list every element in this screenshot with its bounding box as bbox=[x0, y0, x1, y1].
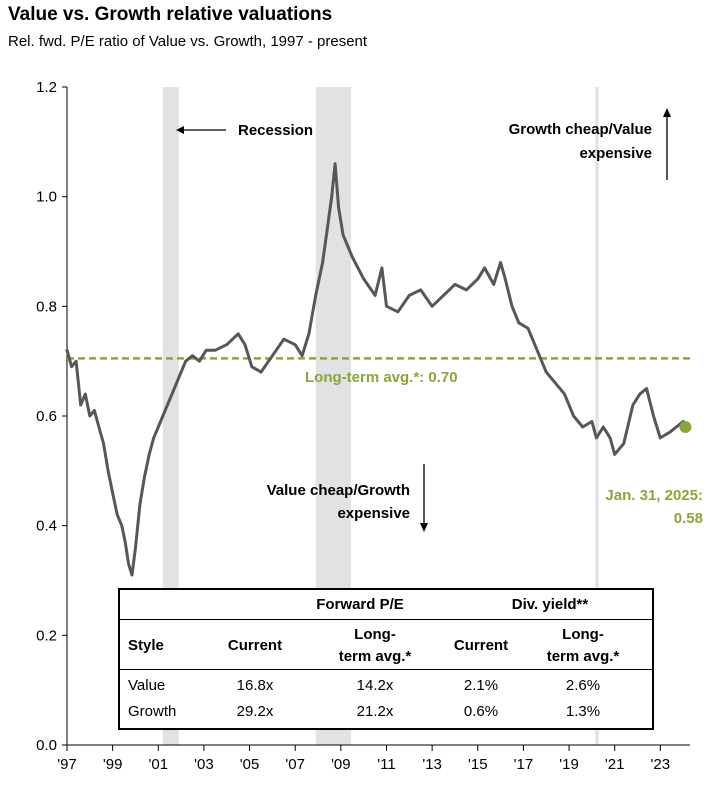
x-tick-label: '21 bbox=[605, 756, 625, 773]
table-row-value-style: Value bbox=[128, 677, 166, 694]
table-header-pe-avg-2: term avg.* bbox=[338, 648, 412, 665]
x-tick-label: '99 bbox=[103, 756, 123, 773]
table-row-growth-style: Growth bbox=[128, 703, 177, 720]
x-tick-label: '13 bbox=[422, 756, 442, 773]
table-row-growth-pe-avg: 21.2x bbox=[356, 703, 394, 720]
y-tick-label: 0.6 bbox=[36, 408, 57, 425]
current-value-label: 0.58 bbox=[674, 510, 703, 527]
value-cheap-label-2: expensive bbox=[337, 505, 410, 522]
table-row-growth-dy-current: 0.6% bbox=[463, 703, 499, 720]
series bbox=[65, 162, 692, 577]
table-header-dy-current: Current bbox=[453, 637, 509, 654]
x-tick-label: '97 bbox=[57, 756, 77, 773]
long-term-avg-label: Long-term avg.*: 0.70 bbox=[305, 369, 458, 386]
table-row-value-pe-current: 16.8x bbox=[236, 677, 274, 694]
x-tick-label: '17 bbox=[514, 756, 534, 773]
value-cheap-arrow-head bbox=[420, 523, 428, 532]
x-tick-label: '07 bbox=[285, 756, 305, 773]
table-group-forward-pe: Forward P/E bbox=[316, 596, 404, 613]
series-line-1 bbox=[65, 162, 685, 577]
recession-label: Recession bbox=[238, 122, 313, 139]
growth-cheap-label-2: expensive bbox=[579, 145, 652, 162]
table-header-dy-avg-2: term avg.* bbox=[546, 648, 620, 665]
x-tick-label: '19 bbox=[559, 756, 579, 773]
axes: 0.0 0.2 0.4 0.6 0.8 1.0 1.2 '97 '99 '01 '03 '05 '07 '… bbox=[36, 79, 690, 773]
recession-arrow-head bbox=[176, 126, 184, 134]
y-tick-label: 0.8 bbox=[36, 298, 57, 315]
table-header-style: Style bbox=[128, 637, 164, 654]
recession-band-3 bbox=[595, 87, 599, 745]
x-tick-label: '01 bbox=[149, 756, 169, 773]
y-tick-label: 1.0 bbox=[36, 189, 57, 206]
valuation-table: Forward P/E Div. yield** Style Current L… bbox=[118, 588, 654, 730]
chart-subtitle: Rel. fwd. P/E ratio of Value vs. Growth,… bbox=[8, 33, 368, 50]
table-rule-top bbox=[120, 619, 652, 620]
x-tick-label: '15 bbox=[468, 756, 488, 773]
value-cheap-label-1: Value cheap/Growth bbox=[267, 482, 410, 499]
current-date-label: Jan. 31, 2025: bbox=[605, 487, 703, 504]
recession-band-1 bbox=[162, 87, 179, 745]
annotations: Recession Growth cheap/Value expensive V… bbox=[176, 108, 703, 532]
table-rule-mid bbox=[120, 669, 652, 670]
y-tick-label: 0.2 bbox=[36, 627, 57, 644]
table-row-growth-pe-current: 29.2x bbox=[236, 703, 274, 720]
table-header-pe-current: Current bbox=[227, 637, 283, 654]
y-tick-label: 0.4 bbox=[36, 518, 57, 535]
y-tick-label: 1.2 bbox=[36, 79, 57, 96]
table-group-div-yield: Div. yield** bbox=[511, 596, 589, 613]
table-row-value-dy-current: 2.1% bbox=[463, 677, 499, 694]
current-value-marker bbox=[679, 420, 692, 433]
chart-title: Value vs. Growth relative valuations bbox=[8, 4, 333, 25]
table-row-growth-dy-avg: 1.3% bbox=[565, 703, 601, 720]
growth-cheap-label-1: Growth cheap/Value bbox=[509, 121, 652, 138]
x-tick-label: '05 bbox=[240, 756, 260, 773]
x-tick-label: '23 bbox=[651, 756, 671, 773]
table-row-value-pe-avg: 14.2x bbox=[356, 677, 394, 694]
table-header-dy-avg-1: Long- bbox=[562, 626, 604, 643]
x-tick-label: '03 bbox=[194, 756, 214, 773]
table-header-pe-avg-1: Long- bbox=[354, 626, 396, 643]
y-tick-label: 0.0 bbox=[36, 737, 57, 754]
growth-cheap-arrow-head bbox=[663, 108, 671, 117]
x-tick-label: '11 bbox=[377, 756, 395, 773]
x-tick-label: '09 bbox=[331, 756, 351, 773]
table-row-value-dy-avg: 2.6% bbox=[565, 677, 601, 694]
